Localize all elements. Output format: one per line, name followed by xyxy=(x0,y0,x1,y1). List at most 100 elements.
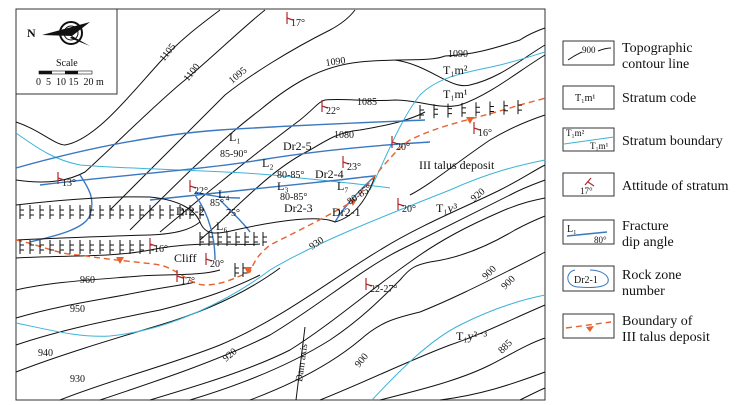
fracture-label: L₂ xyxy=(262,156,274,170)
fracture-l6 xyxy=(219,199,251,233)
fracture-label: L₇ xyxy=(337,179,349,193)
talus-marker xyxy=(244,267,252,274)
attitude-icon xyxy=(286,12,294,24)
legend: 900 Topographic contour line T₁m¹ Stratu… xyxy=(562,40,729,345)
attitude-symbol: 17° xyxy=(176,270,195,287)
attitude-symbol: 22° xyxy=(189,180,208,197)
contour-label: 1090 xyxy=(325,55,346,69)
legend-label: III talus deposit xyxy=(622,330,710,345)
contour-label: 940 xyxy=(38,348,53,359)
attitude-value: 22° xyxy=(326,106,340,117)
talus-marker xyxy=(466,117,474,124)
legend-label: Stratum boundary xyxy=(622,134,723,149)
map-panel: Dam axis 1105 1100 1095 1090 1090 1085 1… xyxy=(15,8,546,401)
attitude-icon xyxy=(176,270,184,282)
legend-label: dip angle xyxy=(622,235,674,250)
attitude-value: 22-27° xyxy=(370,284,397,295)
cliff-hachure xyxy=(179,205,184,219)
fracture-dip: 85-90° xyxy=(220,149,247,160)
cliff-hachure xyxy=(99,205,104,219)
attitude-icon xyxy=(365,278,373,290)
legend-item-contour: 900 Topographic contour line xyxy=(562,40,693,72)
attitude-symbol: 20° xyxy=(397,198,416,215)
cliff-hachure xyxy=(49,240,54,254)
stratum-code: T₁y³ xyxy=(436,201,458,215)
cliff-hachure xyxy=(129,205,134,219)
attitude-value: 22° xyxy=(194,186,208,197)
cliff-hachure xyxy=(419,105,424,119)
legend-sample: 17° xyxy=(580,186,593,196)
cliff-hachure xyxy=(489,101,494,116)
legend-sample: T₁m¹ xyxy=(590,141,609,151)
legend-item-fracture: L₁ 80° Fracture dip angle xyxy=(562,219,674,250)
contour-label: 950 xyxy=(70,304,85,315)
cliff-hachure xyxy=(59,205,64,219)
legend-label: Fracture xyxy=(622,219,669,234)
attitude-symbol: 20° xyxy=(205,253,224,270)
attitude-icon xyxy=(342,156,350,168)
zone-label: Dr2-3 xyxy=(284,201,313,215)
cliff-hachure xyxy=(139,240,144,254)
legend-label: Attitude of stratum xyxy=(622,179,729,194)
cliff-hachure xyxy=(244,232,249,246)
cliff-hachure xyxy=(79,240,84,254)
fracture-dip: 75° xyxy=(226,208,240,219)
attitude-symbol: 16° xyxy=(473,122,492,139)
fracture-dip: 85° xyxy=(210,198,224,209)
cliff-hachure xyxy=(49,205,54,219)
contour-label: 930 xyxy=(70,374,85,385)
legend-label: number xyxy=(622,284,665,299)
cliff-hachure xyxy=(69,205,74,219)
stratum-code: T₁m² xyxy=(443,63,468,77)
talus-boundary-markers xyxy=(116,117,474,274)
cliff-hachure xyxy=(262,232,267,246)
cliff-hachure xyxy=(19,240,24,254)
cliff-hachures xyxy=(19,100,522,277)
stratum-code: T₁m¹ xyxy=(443,87,468,101)
cliff-hachure xyxy=(208,232,213,246)
attitude-icon xyxy=(391,136,399,148)
legend-item-rock-zone: Dr2-1 Rock zone number xyxy=(562,265,681,299)
attitude-icon xyxy=(473,122,481,134)
cliff-hachure xyxy=(109,240,114,254)
dam-axis-line xyxy=(295,326,306,401)
cliff-hachure xyxy=(447,103,452,118)
fracture-label: L₆ xyxy=(216,219,228,233)
zone-label: Dr2-4 xyxy=(315,167,344,181)
legend-item-stratum-boundary: T₁m² T₁m¹ Stratum boundary xyxy=(562,127,723,152)
attitude-value: 20° xyxy=(396,142,410,153)
cliff-hachure xyxy=(503,100,508,115)
legend-sample: 900 xyxy=(582,45,596,55)
cliff-hachure xyxy=(89,240,94,254)
contour-label: 960 xyxy=(80,275,95,286)
contour-lines xyxy=(15,9,546,401)
zone-label: Dr2-2 xyxy=(176,204,205,218)
cliff-hachure xyxy=(159,205,164,219)
attitude-value: 13° xyxy=(62,178,76,189)
cliff-hachure xyxy=(234,263,239,277)
fracture-l3 xyxy=(149,175,376,201)
cliff-hachure xyxy=(19,205,24,219)
scale-ticks: 0 5 10 15 20 m xyxy=(36,77,104,88)
cliff-hachure xyxy=(253,232,258,246)
cliff-hachure xyxy=(226,232,231,246)
cliff-label: Cliff xyxy=(174,251,196,265)
attitude-value: 17° xyxy=(291,18,305,29)
cliff-hachure xyxy=(119,205,124,219)
talus-marker xyxy=(349,199,357,206)
cliff-hachure xyxy=(119,240,124,254)
attitude-value: 23° xyxy=(347,162,361,173)
fracture-l4 xyxy=(194,191,241,199)
cliff-hachure xyxy=(461,102,466,117)
cliff-hachure xyxy=(199,232,204,246)
legend-sample: L₁ xyxy=(567,224,577,235)
attitude-icon xyxy=(205,253,213,265)
legend-sample: Dr2-1 xyxy=(574,275,598,286)
attitude-symbol: 20° xyxy=(391,136,410,153)
fracture-l2 xyxy=(39,141,431,186)
fracture-dip: 80-85° xyxy=(280,192,307,203)
cliff-hachure xyxy=(517,100,522,115)
legend-label: contour line xyxy=(622,57,689,72)
attitude-icon xyxy=(149,238,157,250)
